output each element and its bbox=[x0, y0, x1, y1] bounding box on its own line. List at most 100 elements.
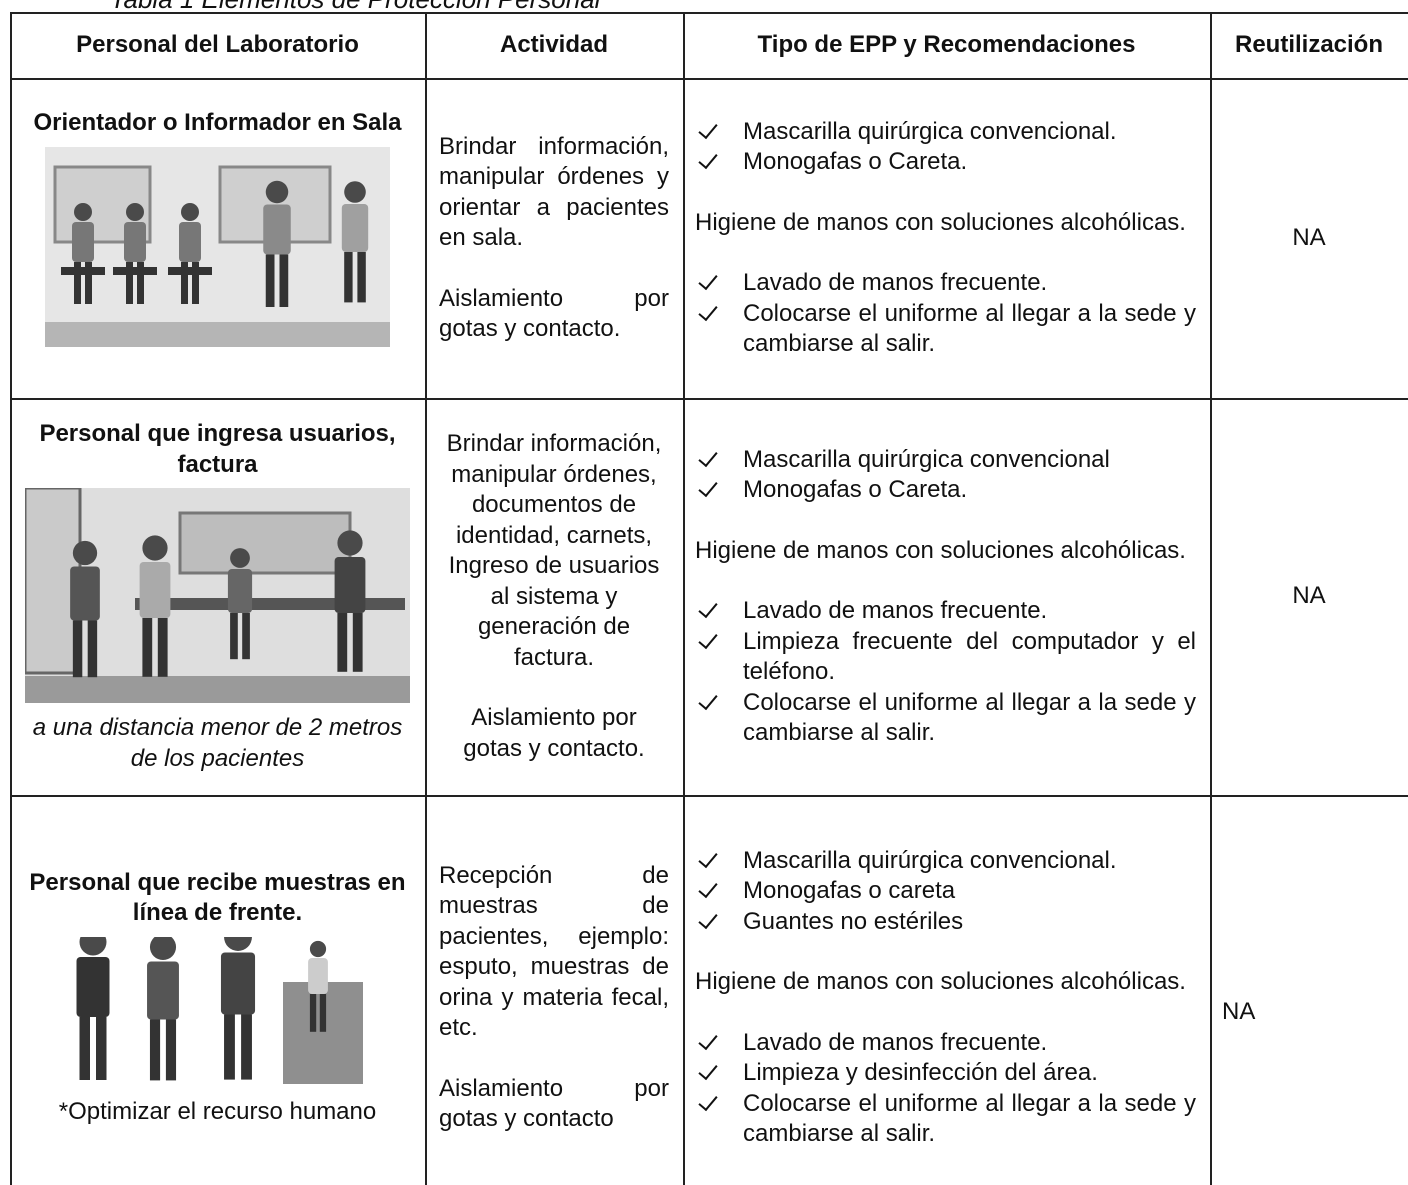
header-text: Reutilización bbox=[1234, 30, 1384, 58]
check-item: Monogafas o Careta. bbox=[695, 475, 1196, 506]
check-icon bbox=[698, 1059, 718, 1081]
check-text: Lavado de manos frecuente. bbox=[743, 1028, 1048, 1056]
header-cell: Tipo de EPP y Recomendaciones bbox=[683, 12, 1210, 78]
check-text: Limpieza y desinfección del área. bbox=[743, 1059, 1098, 1086]
check-icon bbox=[698, 476, 718, 498]
check-text: Monogafas o Careta. bbox=[743, 476, 968, 503]
epp-cell: Mascarilla quirúrgica convencional Monoga… bbox=[683, 398, 1210, 795]
spacer bbox=[695, 506, 1196, 536]
hygiene-text: Higiene de manos con soluciones alcohóli… bbox=[695, 968, 1186, 995]
header-text: Actividad bbox=[499, 30, 609, 58]
check-item: Lavado de manos frecuente. bbox=[695, 268, 1196, 299]
check-item: Lavado de manos frecuente. bbox=[695, 596, 1196, 627]
activity-text: Aislamiento por gotas y contacto. bbox=[439, 284, 669, 343]
spacer bbox=[439, 673, 669, 703]
activity-text: Aislamiento por gotas y contacto bbox=[439, 1074, 669, 1133]
check-text: Mascarilla quirúrgica convencional bbox=[743, 445, 1110, 473]
column-border bbox=[1210, 12, 1212, 1185]
person-title: Personal que recibe muestras en línea de… bbox=[29, 868, 406, 927]
check-item: Limpieza frecuente del computador y el t… bbox=[695, 627, 1196, 688]
check-text: Limpieza frecuente del computador y el t… bbox=[743, 627, 1196, 686]
row-border bbox=[10, 795, 1408, 797]
check-icon bbox=[698, 118, 718, 139]
check-item: Colocarse el uniforme al llegar a la sed… bbox=[695, 688, 1196, 749]
person-cell: Personal que recibe muestras en línea de… bbox=[10, 795, 425, 1185]
spacer bbox=[695, 238, 1196, 268]
row-border bbox=[10, 12, 1408, 14]
check-text: Monogafas o Careta. bbox=[743, 148, 968, 175]
check-icon bbox=[698, 148, 718, 170]
check-icon bbox=[698, 689, 718, 710]
column-border bbox=[425, 12, 427, 1185]
check-item: Guantes no estériles bbox=[695, 907, 1196, 938]
reuse-text: NA bbox=[1222, 998, 1256, 1026]
spacer bbox=[695, 998, 1196, 1028]
row-border bbox=[10, 398, 1408, 400]
illustration bbox=[76, 936, 363, 1084]
check-item: Mascarilla quirúrgica convencional bbox=[695, 445, 1196, 476]
person-title: Orientador o Informador en Sala bbox=[33, 109, 402, 136]
activity-cell: Brindar información, manipular órdenes, … bbox=[425, 398, 683, 795]
spacer bbox=[439, 254, 669, 284]
check-item: Mascarilla quirúrgica convencional. bbox=[695, 117, 1196, 148]
header-cell: Personal del Laboratorio bbox=[10, 12, 425, 78]
header-cell: Reutilización bbox=[1210, 12, 1408, 78]
check-item: Colocarse el uniforme al llegar a la sed… bbox=[695, 1089, 1196, 1150]
check-item: Mascarilla quirúrgica convencional. bbox=[695, 846, 1196, 877]
check-text: Mascarilla quirúrgica convencional. bbox=[743, 846, 1117, 874]
check-icon bbox=[698, 847, 718, 868]
person-cell: Orientador o Informador en Sala bbox=[10, 78, 425, 398]
check-icon bbox=[698, 1090, 718, 1111]
illustration bbox=[25, 488, 410, 703]
activity-cell: Recepción de muestras de pacientes, ejem… bbox=[425, 795, 683, 1185]
check-item: Monogafas o careta bbox=[695, 876, 1196, 907]
check-item: Colocarse el uniforme al llegar a la sed… bbox=[695, 299, 1196, 360]
check-icon bbox=[698, 628, 718, 649]
column-border bbox=[10, 12, 12, 1185]
check-text: Colocarse el uniforme al llegar a la sed… bbox=[743, 1089, 1196, 1148]
person-cell: Personal que ingresa usuarios, factura a … bbox=[10, 398, 425, 795]
check-icon bbox=[698, 1029, 718, 1050]
activity-text: Aislamiento por gotas y contacto. bbox=[463, 704, 645, 762]
activity-text: Brindar información, manipular órdenes y… bbox=[439, 132, 669, 252]
check-text: Guantes no estériles bbox=[743, 907, 964, 935]
reuse-text: NA bbox=[1292, 582, 1326, 610]
check-icon bbox=[698, 877, 718, 899]
spacer bbox=[439, 1044, 669, 1074]
hygiene-text: Higiene de manos con soluciones alcohóli… bbox=[695, 536, 1186, 564]
spacer bbox=[695, 178, 1196, 208]
check-text: Lavado de manos frecuente. bbox=[743, 269, 1048, 296]
epp-cell: Mascarilla quirúrgica convencional. Monog… bbox=[683, 78, 1210, 398]
header-text: Personal del Laboratorio bbox=[76, 30, 359, 58]
activity-text: Brindar información, manipular órdenes, … bbox=[446, 430, 662, 671]
person-note: a una distancia menor de 2 metros de los… bbox=[32, 714, 403, 772]
check-icon bbox=[698, 597, 718, 619]
check-item: Lavado de manos frecuente. bbox=[695, 1028, 1196, 1059]
check-icon bbox=[698, 446, 718, 467]
reuse-cell: NA bbox=[1210, 398, 1408, 795]
illustration bbox=[45, 146, 390, 347]
check-text: Lavado de manos frecuente. bbox=[743, 597, 1048, 624]
person-note: *Optimizar el recurso humano bbox=[58, 1097, 377, 1125]
check-text: Colocarse el uniforme al llegar a la sed… bbox=[743, 688, 1196, 747]
row-border bbox=[10, 78, 1408, 80]
check-text: Mascarilla quirúrgica convencional. bbox=[743, 117, 1117, 145]
person-title: Personal que ingresa usuarios, factura bbox=[39, 420, 396, 478]
check-text: Colocarse el uniforme al llegar a la sed… bbox=[743, 299, 1196, 358]
reuse-text: NA bbox=[1292, 223, 1326, 251]
header-cell: Actividad bbox=[425, 12, 683, 78]
check-item: Limpieza y desinfección del área. bbox=[695, 1058, 1196, 1089]
check-icon bbox=[698, 300, 718, 321]
table-caption: Tabla 1 Elementos de Protección Personal bbox=[110, 0, 600, 15]
check-item: Monogafas o Careta. bbox=[695, 147, 1196, 178]
reuse-cell: NA bbox=[1210, 78, 1408, 398]
spacer bbox=[695, 937, 1196, 967]
check-icon bbox=[698, 269, 718, 291]
reuse-cell: NA bbox=[1210, 795, 1408, 1185]
header-text: Tipo de EPP y Recomendaciones bbox=[757, 30, 1136, 58]
hygiene-text: Higiene de manos con soluciones alcohóli… bbox=[695, 208, 1186, 236]
column-border bbox=[683, 12, 685, 1185]
spacer bbox=[695, 566, 1196, 596]
epp-cell: Mascarilla quirúrgica convencional. Monog… bbox=[683, 795, 1210, 1185]
